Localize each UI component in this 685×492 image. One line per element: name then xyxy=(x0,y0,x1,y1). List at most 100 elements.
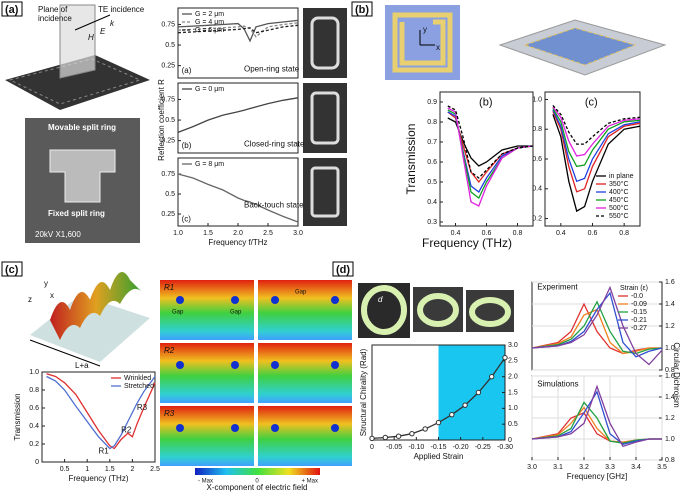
x-tick-label: -0.30 xyxy=(497,444,513,451)
label-box xyxy=(332,261,354,277)
label: incidence xyxy=(38,14,72,23)
x-tick-label: 2.0 xyxy=(233,230,243,237)
marker xyxy=(435,419,442,426)
y-axis-label: Transmission xyxy=(404,124,418,195)
label: L+a xyxy=(75,361,89,370)
y-tick-label: 0.2 xyxy=(29,441,39,448)
y-axis-label: Structural Chirality (Rad) xyxy=(359,348,368,436)
label: y xyxy=(423,25,427,34)
x-axis-label: Applied Strain xyxy=(414,452,464,461)
annotation: (b) xyxy=(479,97,492,109)
line-series xyxy=(552,106,641,157)
y-tick-label: 0 xyxy=(35,459,39,466)
y-tick-label: 0.75 xyxy=(161,171,175,178)
field-map xyxy=(160,406,254,466)
x-tick-label: 2.5 xyxy=(150,466,160,473)
structure xyxy=(417,293,459,327)
line-series xyxy=(447,105,534,179)
annotation: Closed-ring state xyxy=(244,140,305,149)
y-tick-label: 0.5 xyxy=(165,42,175,49)
x-tick-label: 0.8 xyxy=(619,230,629,237)
x-tick-label: -0.20 xyxy=(453,444,469,451)
marker xyxy=(489,373,495,380)
line-series xyxy=(531,308,662,355)
colorbar-label: 0 xyxy=(255,479,259,485)
line-series xyxy=(531,300,663,355)
legend-label: 450°C xyxy=(609,196,629,204)
y-tick-label: 0.2 xyxy=(532,215,542,222)
label: z xyxy=(28,295,32,304)
y-axis-label: Transmission xyxy=(13,393,22,440)
field-label: R2 xyxy=(164,346,175,355)
annotation: R2 xyxy=(121,426,132,435)
ring xyxy=(392,12,453,73)
field-map xyxy=(160,280,254,340)
shaded-region xyxy=(438,345,505,440)
legend-label: -0.09 xyxy=(631,301,647,308)
x-tick-label: 0.6 xyxy=(588,230,598,237)
annotation: R1 xyxy=(99,446,110,455)
field-maps: R1 R2 R3 Gap Gap Gap - Max 0 + Max X-com… xyxy=(160,280,352,492)
sem-image xyxy=(303,8,347,78)
y-tick-label: 0.6 xyxy=(29,405,39,412)
plot-frame xyxy=(439,91,534,227)
x-axis-label: Frequency [GHz] xyxy=(567,472,627,481)
label: H xyxy=(88,33,94,42)
x-tick-label: 1.0 xyxy=(173,230,183,237)
split-ring xyxy=(49,149,116,203)
legend-label: Wrinkled xyxy=(124,375,151,382)
arrow xyxy=(74,14,111,31)
marker xyxy=(395,433,402,439)
y-tick-label: 0.25 xyxy=(161,62,175,69)
label: Movable split ring xyxy=(48,123,116,132)
plot-frame xyxy=(177,7,299,79)
legend-label: -0.15 xyxy=(631,309,647,316)
panel-c-schematic: y x z L+a xyxy=(28,272,150,370)
label: 20kV X1,600 xyxy=(35,230,81,239)
structure xyxy=(361,285,407,335)
gap-label: Gap xyxy=(295,290,307,296)
x-tick-label: 3.0 xyxy=(293,230,303,237)
label-box xyxy=(351,1,373,17)
x-tick-label: 3.5 xyxy=(657,464,667,471)
x-tick-label: -0.25 xyxy=(475,444,491,451)
plane xyxy=(59,4,96,79)
y-tick-label: 0.5 xyxy=(165,191,175,198)
y-tick-label: 0.6 xyxy=(532,156,542,163)
y-tick-label: 0.6 xyxy=(427,159,437,166)
annotation: (b) xyxy=(182,141,192,150)
y-tick-label: 0.25 xyxy=(161,211,175,218)
line-series xyxy=(552,109,641,183)
sem-image xyxy=(303,83,347,153)
line-series xyxy=(447,107,534,207)
label: x xyxy=(436,43,440,52)
field-map xyxy=(258,406,352,466)
x-tick-label: 1 xyxy=(85,466,89,473)
annotation: (a) xyxy=(182,66,192,75)
x-tick-label: 0.5 xyxy=(60,466,70,473)
x-tick-label: 3.1 xyxy=(553,464,563,471)
y-tick-label: 1.5 xyxy=(508,389,518,396)
panel-labels: (a) (b) (c) (d) xyxy=(1,1,373,277)
y-tick-label: 1.0 xyxy=(665,345,675,352)
y-tick-label: 0.8 xyxy=(427,119,437,126)
line-series xyxy=(552,108,641,168)
field-map xyxy=(258,280,352,340)
line-series xyxy=(552,104,641,145)
label-box xyxy=(1,261,23,277)
y-tick-label: 0.9 xyxy=(427,99,437,106)
x-tick-label: 2.5 xyxy=(263,230,273,237)
y-tick-label: 0.4 xyxy=(427,199,437,206)
label: Fixed split ring xyxy=(48,209,105,218)
plot-frame xyxy=(177,82,299,154)
legend-label: G = 4 μm xyxy=(195,19,224,26)
y-tick-label: 1.0 xyxy=(532,96,542,103)
y-tick-label: 0.8 xyxy=(665,457,675,464)
y-tick-label: 1.0 xyxy=(29,369,39,376)
label: y xyxy=(44,279,48,288)
line-series xyxy=(177,24,299,34)
panel-a-sem-column xyxy=(303,8,347,226)
y-tick-label: 0.7 xyxy=(427,139,437,146)
line-series xyxy=(552,111,641,193)
ring xyxy=(310,16,340,70)
